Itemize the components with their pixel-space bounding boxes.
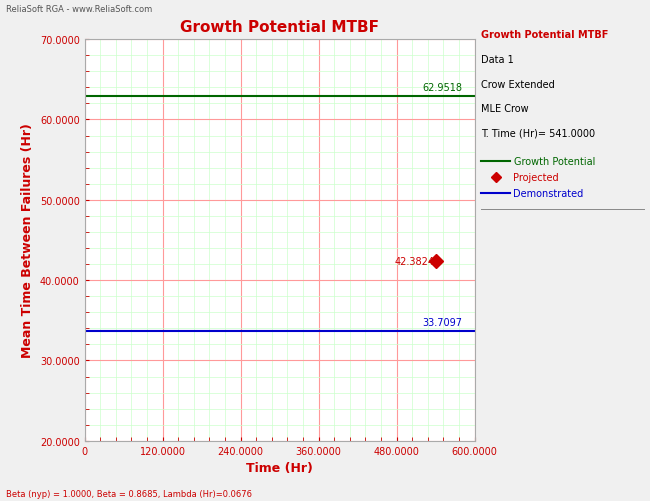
Text: Projected: Projected bbox=[514, 173, 559, 182]
Text: 42.3824: 42.3824 bbox=[394, 257, 434, 267]
X-axis label: Time (Hr): Time (Hr) bbox=[246, 461, 313, 474]
Text: Growth Potential: Growth Potential bbox=[514, 157, 595, 167]
Y-axis label: Mean Time Between Failures (Hr): Mean Time Between Failures (Hr) bbox=[21, 123, 34, 358]
Text: Beta (nyp) = 1.0000, Beta = 0.8685, Lambda (Hr)=0.0676: Beta (nyp) = 1.0000, Beta = 0.8685, Lamb… bbox=[6, 489, 252, 498]
Title: Growth Potential MTBF: Growth Potential MTBF bbox=[180, 20, 379, 35]
Text: T. Time (Hr)= 541.0000: T. Time (Hr)= 541.0000 bbox=[481, 129, 595, 138]
Text: 33.7097: 33.7097 bbox=[422, 317, 463, 327]
Text: 62.9518: 62.9518 bbox=[422, 83, 463, 93]
Text: Growth Potential MTBF: Growth Potential MTBF bbox=[481, 30, 608, 40]
Text: Data 1: Data 1 bbox=[481, 55, 514, 65]
Text: Demonstrated: Demonstrated bbox=[514, 188, 584, 198]
Text: ReliaSoft RGA - www.ReliaSoft.com: ReliaSoft RGA - www.ReliaSoft.com bbox=[6, 5, 153, 14]
Text: Crow Extended: Crow Extended bbox=[481, 79, 554, 89]
Text: MLE Crow: MLE Crow bbox=[481, 104, 528, 114]
